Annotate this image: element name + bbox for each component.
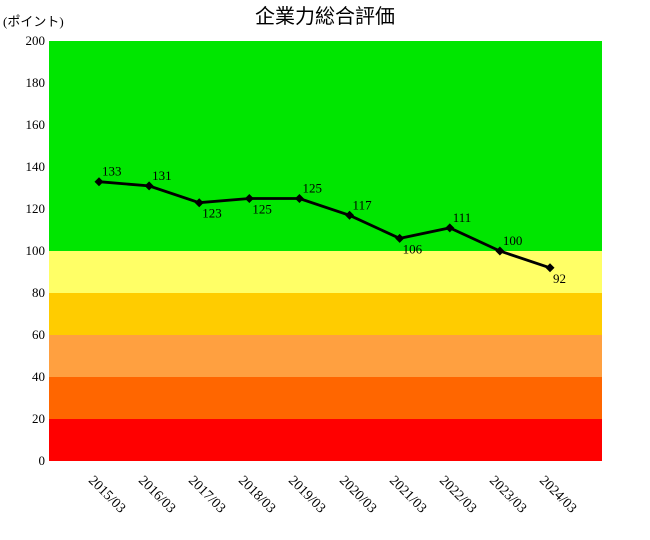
chart-title: 企業力総合評価 [255,6,395,28]
y-tick-label: 60 [32,327,45,342]
x-tick-label: 2015/03 [85,473,129,517]
rating-band [49,419,602,461]
y-tick-label: 100 [25,243,46,258]
x-tick-label: 2023/03 [485,473,530,517]
x-tick-label: 2021/03 [385,473,429,517]
y-tick-label: 80 [32,285,45,300]
x-tick-label: 2016/03 [135,473,179,517]
x-tick-label: 2022/03 [435,473,479,517]
rating-band [49,377,602,419]
rating-band [49,335,602,377]
x-tick-label: 2019/03 [285,473,329,517]
y-tick-label: 140 [25,159,46,174]
x-tick-label: 2024/03 [536,473,580,517]
y-tick-label: 180 [25,75,46,90]
y-tick-label: 40 [32,369,45,384]
y-tick-label: 160 [25,117,46,132]
y-tick-label: 0 [38,453,46,468]
rating-band [49,41,602,251]
rating-band [49,293,602,335]
x-tick-label: 2020/03 [335,473,379,517]
y-tick-label: 20 [32,411,45,426]
x-tick-label: 2018/03 [235,473,279,517]
y-tick-label: 200 [25,33,46,48]
plot-area [49,41,602,461]
rating-band [49,251,602,293]
x-tick-label: 2017/03 [185,473,229,517]
y-axis-unit-label: (ポイント) [3,14,64,29]
y-tick-label: 120 [25,201,46,216]
